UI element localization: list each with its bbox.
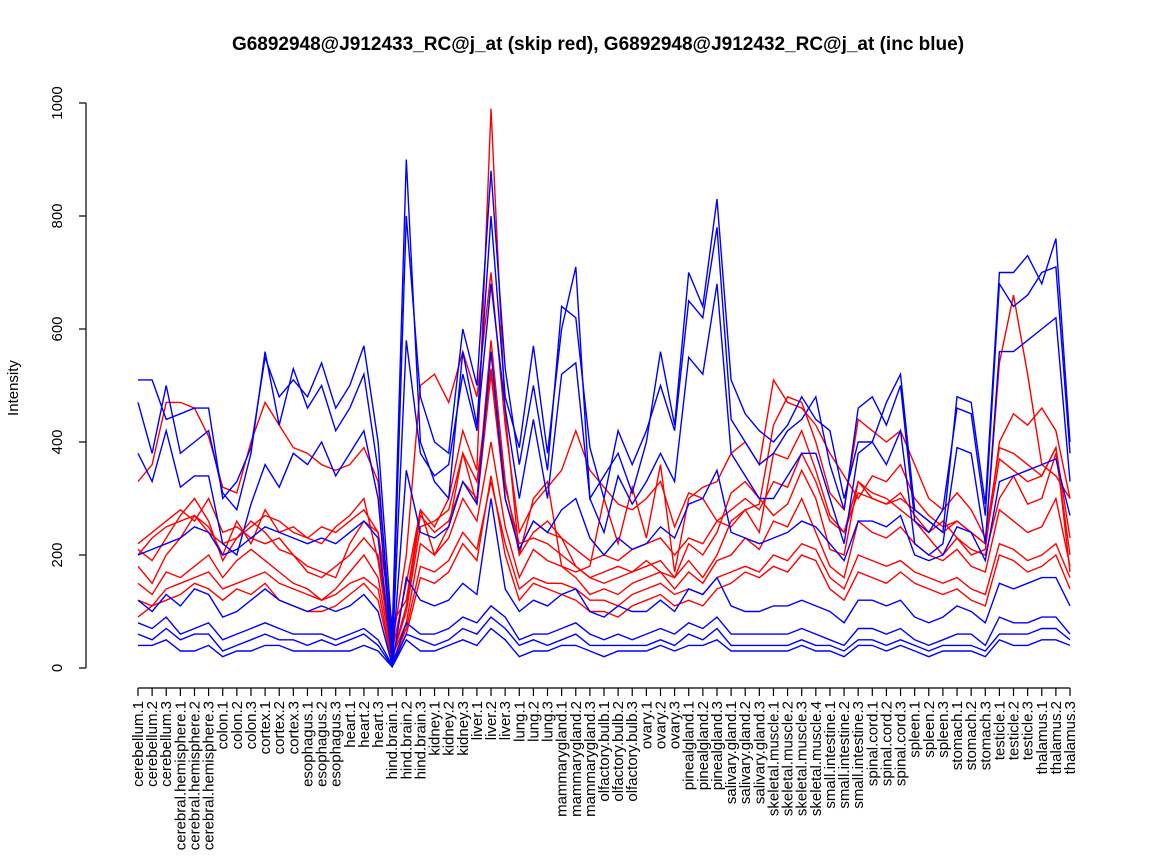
x-tick-label: pinealgland.1 [681, 701, 698, 790]
x-tick-label: skeletal.muscle.4 [808, 701, 825, 816]
x-tick-label: skeletal.muscle.1 [765, 701, 782, 816]
x-tick-label: salivary.gland.2 [737, 701, 754, 804]
x-tick-label: colon.2 [229, 701, 246, 749]
series-line-inc-10 [137, 170, 1071, 652]
x-tick-label: cortex.3 [285, 701, 302, 754]
plot-lines [137, 108, 1071, 669]
x-tick-label: esophagus.3 [328, 701, 345, 787]
x-tick-label: lung.3 [540, 701, 557, 742]
x-tick-label: pinealgland.2 [695, 701, 712, 790]
x-tick-label: liver.1 [469, 701, 486, 740]
x-axis: cerebellum.1cerebellum.2cerebellum.3cere… [130, 687, 1079, 850]
y-tick-label: 600 [49, 316, 66, 341]
series-line-inc-14 [137, 604, 1071, 667]
x-tick-label: salivary.gland.1 [723, 701, 740, 804]
x-tick-label: olfactory.bulb.3 [624, 701, 641, 802]
x-tick-label: cerebral.hemisphere.1 [172, 701, 189, 850]
x-tick-label: thalamus.2 [1048, 701, 1065, 774]
x-tick-label: testicle.3 [1020, 701, 1037, 760]
x-tick-label: liver.2 [483, 701, 500, 740]
x-tick-label: cortex.2 [271, 701, 288, 754]
x-tick-label: ovary.1 [638, 701, 655, 749]
x-tick-label: thalamus.1 [1034, 701, 1051, 774]
series-line-inc-13 [137, 498, 1071, 666]
chart-title: G6892948@J912433_RC@j_at (skip red), G68… [232, 34, 964, 55]
x-tick-label: small.intestine.3 [850, 701, 867, 809]
y-tick-label: 0 [49, 664, 66, 672]
x-tick-label: mammarygland.2 [568, 701, 585, 817]
series-line-skip-6 [137, 475, 1071, 665]
x-tick-label: thalamus.3 [1062, 701, 1079, 774]
x-tick-label: lung.1 [511, 701, 528, 742]
series-line-skip-1 [137, 108, 1071, 625]
x-tick-label: skeletal.muscle.2 [780, 701, 797, 816]
x-tick-label: cerebral.hemisphere.2 [186, 701, 203, 850]
y-tick-label: 1000 [49, 86, 66, 119]
x-tick-label: liver.3 [497, 701, 514, 740]
x-tick-label: ovary.3 [667, 701, 684, 749]
y-axis: 0 200 400 600 800 1000 [49, 86, 87, 672]
y-tick-label: 800 [49, 203, 66, 228]
y-tick-label: 400 [49, 429, 66, 454]
x-tick-label: spinal.cord.1 [864, 701, 881, 786]
x-tick-label: testicle.1 [991, 701, 1008, 760]
x-tick-label: mammarygland.3 [582, 701, 599, 817]
x-tick-label: esophagus.2 [314, 701, 331, 787]
x-tick-label: esophagus.1 [299, 701, 316, 787]
x-tick-label: pinealgland.3 [709, 701, 726, 790]
x-tick-label: hind.brain.1 [384, 701, 401, 779]
x-tick-label: spinal.cord.2 [878, 701, 895, 786]
x-tick-label: stomach.2 [963, 701, 980, 770]
x-tick-label: skeletal.muscle.3 [794, 701, 811, 816]
series-line-skip-2 [137, 272, 1071, 646]
series-line-skip-3 [137, 368, 1071, 652]
x-tick-label: spleen.2 [921, 701, 938, 758]
x-tick-label: hind.brain.3 [412, 701, 429, 779]
x-tick-label: olfactory.bulb.2 [610, 701, 627, 802]
x-tick-label: ovary.2 [652, 701, 669, 749]
x-tick-label: hind.brain.2 [398, 701, 415, 779]
x-tick-label: spleen.3 [935, 701, 952, 758]
y-axis-label: Intensity [5, 360, 22, 416]
x-tick-label: cerebellum.2 [144, 701, 161, 787]
x-tick-label: stomach.3 [977, 701, 994, 770]
x-tick-label: stomach.1 [949, 701, 966, 770]
x-tick-label: colon.3 [243, 701, 260, 749]
x-tick-label: spleen.1 [907, 701, 924, 758]
x-tick-label: colon.1 [215, 701, 232, 749]
series-line-inc-16 [137, 616, 1071, 668]
x-tick-label: small.intestine.2 [836, 701, 853, 809]
x-tick-label: spinal.cord.3 [893, 701, 910, 786]
series-line-inc-11 [137, 283, 1071, 657]
series-line-inc-15 [138, 627, 1071, 669]
y-tick-label: 200 [49, 542, 66, 567]
series-line-skip-5 [137, 441, 1071, 660]
x-tick-label: mammarygland.1 [554, 701, 571, 817]
series-line-inc-9 [138, 159, 1071, 635]
x-tick-label: cerebral.hemisphere.3 [201, 701, 218, 850]
x-tick-label: lung.2 [525, 701, 542, 742]
series-line-inc-12 [137, 351, 1071, 663]
x-tick-label: heart.2 [356, 701, 373, 748]
x-tick-label: salivary.gland.3 [751, 701, 768, 804]
x-tick-label: kidney.2 [441, 701, 458, 756]
x-tick-label: heart.1 [342, 701, 359, 748]
x-tick-label: heart.3 [370, 701, 387, 748]
x-tick-label: small.intestine.1 [822, 701, 839, 809]
x-tick-label: cerebellum.3 [158, 701, 175, 787]
x-tick-label: olfactory.bulb.1 [596, 701, 613, 802]
x-tick-label: testicle.2 [1006, 701, 1023, 760]
x-tick-label: cortex.1 [257, 701, 274, 754]
x-tick-label: kidney.1 [427, 701, 444, 756]
x-tick-label: kidney.3 [455, 701, 472, 756]
x-tick-label: cerebellum.1 [130, 701, 147, 787]
series-line-skip-8 [137, 481, 1071, 665]
